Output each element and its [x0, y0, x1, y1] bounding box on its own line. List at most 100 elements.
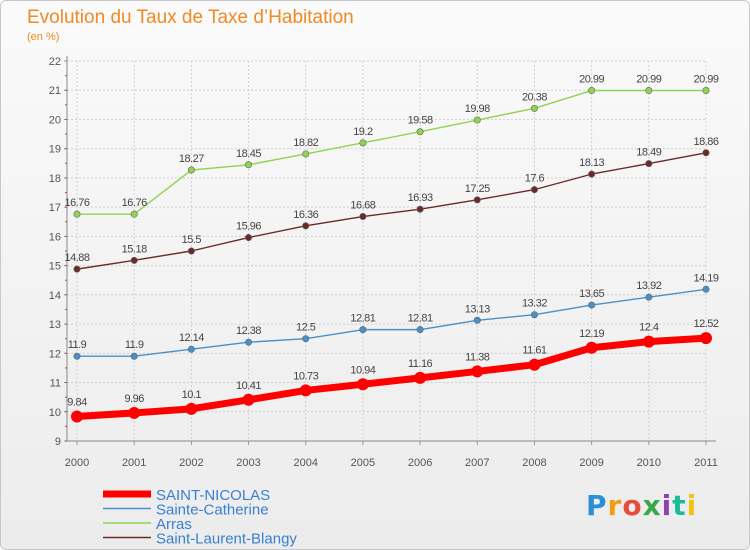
data-label: 12.81	[408, 313, 433, 325]
y-tick-label: 20	[49, 114, 61, 126]
data-point	[130, 352, 138, 360]
x-tick-label: 2001	[122, 457, 146, 469]
x-tick-label: 2010	[637, 457, 661, 469]
y-tick-label: 11	[50, 378, 61, 390]
proxiti-logo: Proxiti	[586, 489, 697, 522]
data-label: 15.18	[122, 243, 147, 255]
data-label: 17.25	[465, 183, 490, 195]
data-point	[702, 149, 710, 157]
legend-label: Arras	[156, 516, 192, 533]
data-label: 12.4	[639, 322, 659, 334]
data-point	[528, 358, 541, 371]
data-label: 16.68	[350, 200, 375, 212]
x-tick-label: 2009	[579, 457, 603, 469]
data-point	[473, 316, 481, 324]
data-point	[302, 222, 310, 230]
data-label: 19.58	[408, 115, 433, 127]
data-label: 20.99	[636, 74, 661, 86]
data-point	[702, 285, 710, 293]
data-label: 12.38	[236, 325, 261, 337]
data-point	[130, 256, 138, 264]
data-label: 12.14	[179, 332, 204, 344]
x-tick-label: 2000	[65, 457, 89, 469]
data-label: 12.5	[296, 322, 316, 334]
data-label: 19.98	[465, 103, 490, 115]
data-point	[473, 116, 481, 124]
data-point	[242, 393, 255, 406]
logo-letter: x	[642, 489, 662, 522]
data-point	[585, 341, 598, 354]
logo-letter: r	[607, 489, 623, 522]
x-tick-label: 2008	[522, 457, 546, 469]
data-label: 14.88	[64, 252, 89, 264]
data-label: 11.61	[522, 345, 547, 357]
data-label: 18.82	[293, 137, 318, 149]
data-point	[187, 166, 195, 174]
data-label: 15.5	[182, 234, 202, 246]
legend-label: Sainte-Catherine	[156, 502, 269, 519]
data-label: 14.19	[693, 272, 718, 284]
data-point	[702, 87, 710, 95]
x-tick-label: 2006	[408, 457, 432, 469]
data-point	[645, 87, 653, 95]
x-tick-label: 2004	[293, 457, 317, 469]
data-label: 16.76	[64, 197, 89, 209]
y-tick-label: 9	[55, 436, 61, 448]
data-label: 10.1	[182, 389, 202, 401]
legend-label: SAINT-NICOLAS	[156, 487, 270, 504]
data-point	[73, 265, 81, 273]
y-tick-label: 19	[49, 144, 61, 156]
data-label: 18.45	[236, 148, 261, 160]
data-point	[73, 210, 81, 218]
data-point	[700, 332, 712, 345]
data-label: 15.96	[236, 221, 261, 233]
data-label: 13.65	[579, 288, 604, 300]
data-label: 18.13	[579, 157, 604, 169]
data-point	[359, 213, 367, 221]
series-line	[76, 288, 707, 357]
data-point	[530, 311, 538, 319]
data-point	[245, 161, 253, 169]
data-point	[128, 406, 141, 419]
logo-letter: t	[672, 489, 687, 522]
data-label: 18.27	[179, 153, 204, 165]
data-label: 16.93	[408, 192, 433, 204]
legend-label: Saint-Laurent-Blangy	[156, 531, 297, 548]
data-label: 19.2	[353, 126, 373, 138]
logo-letter: P	[586, 489, 608, 522]
data-point	[302, 335, 310, 343]
data-label: 16.36	[293, 209, 318, 221]
data-point	[187, 345, 195, 353]
data-point	[359, 139, 367, 147]
data-label: 11.9	[125, 339, 144, 351]
data-point	[356, 378, 369, 391]
data-point	[588, 87, 596, 95]
data-point	[588, 301, 596, 309]
logo-letter: i	[686, 489, 698, 522]
data-point	[588, 170, 596, 178]
y-tick-label: 14	[49, 290, 61, 302]
data-label: 17.6	[525, 173, 545, 185]
y-tick-label: 22	[49, 56, 61, 68]
series-line	[76, 89, 707, 215]
x-tick-label: 2002	[179, 457, 203, 469]
data-label: 20.99	[693, 74, 718, 86]
data-label: 12.81	[350, 313, 375, 325]
series-line	[76, 152, 707, 270]
data-point	[245, 338, 253, 346]
data-label: 9.84	[67, 396, 87, 408]
chart-title: Evolution du Taux de Taxe d’Habitation	[27, 7, 354, 28]
logo-letter: i	[661, 489, 673, 522]
data-label: 20.38	[522, 91, 547, 103]
data-point	[416, 128, 424, 136]
data-point	[245, 234, 253, 242]
y-tick-label: 17	[49, 202, 61, 214]
logo-letter: o	[622, 489, 643, 522]
series-line	[73, 334, 710, 420]
data-point	[416, 205, 424, 213]
y-tick-label: 15	[49, 261, 61, 273]
data-point	[530, 186, 538, 194]
data-point	[302, 150, 310, 158]
